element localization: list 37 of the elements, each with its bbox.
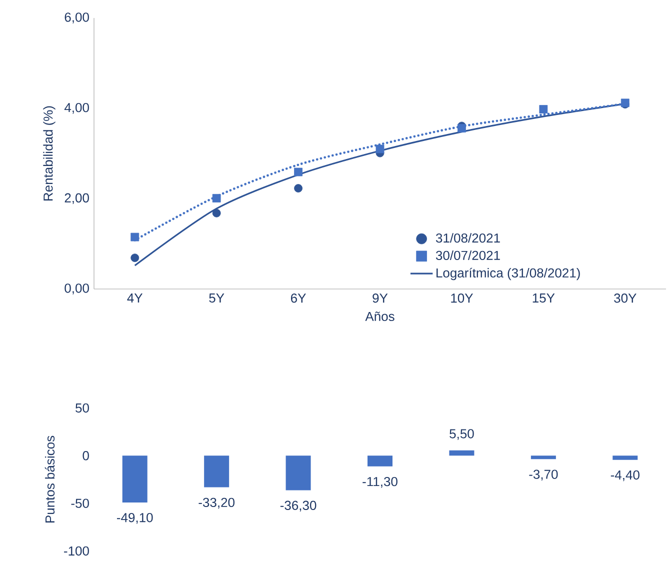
legend-label: 30/07/2021 — [436, 250, 500, 260]
x-tick-label: 15Y — [532, 294, 555, 303]
point — [376, 144, 384, 154]
y-tick-label: 6,00 — [64, 12, 89, 24]
point — [212, 194, 221, 202]
legend-label: Logarítmica (31/08/2021) — [436, 268, 580, 280]
x-tick-label: 4Y — [127, 294, 143, 302]
point — [458, 124, 466, 132]
point — [294, 184, 302, 192]
y-tick-label: 0 — [82, 451, 89, 460]
point — [539, 105, 548, 114]
point — [212, 208, 221, 218]
data-label: 5,50 — [450, 429, 474, 440]
x-tick-label: 10Y — [451, 294, 473, 303]
data-label: -33,20 — [198, 498, 234, 509]
x-tick-label: 30Y — [614, 294, 636, 303]
point — [130, 232, 140, 242]
y-axis-title: Rentabilidad (%) — [43, 106, 56, 200]
y-tick-label: 50 — [76, 403, 89, 413]
data-label: -4,40 — [610, 470, 640, 482]
x-tick-label: 9Y — [372, 294, 388, 303]
legend-label: 31/08/2021 — [436, 233, 500, 243]
y-tick-label: 2,00 — [64, 193, 89, 204]
x-axis-title: Años — [365, 312, 394, 322]
data-label: -49,10 — [117, 512, 153, 524]
x-tick-label: 5Y — [209, 294, 224, 303]
data-label: -36,30 — [280, 500, 316, 512]
y-tick-label: -100 — [64, 546, 89, 556]
y-tick-label: 4,00 — [64, 102, 89, 114]
point — [294, 168, 302, 176]
y-axis-title: Puntos básicos — [44, 436, 55, 522]
data-label: -3,70 — [529, 470, 558, 480]
y-tick-label: 0,00 — [64, 284, 89, 294]
data-label: -11,30 — [362, 476, 398, 488]
x-tick-label: 6Y — [290, 294, 306, 303]
y-tick-label: -50 — [71, 498, 89, 508]
point — [130, 254, 140, 262]
